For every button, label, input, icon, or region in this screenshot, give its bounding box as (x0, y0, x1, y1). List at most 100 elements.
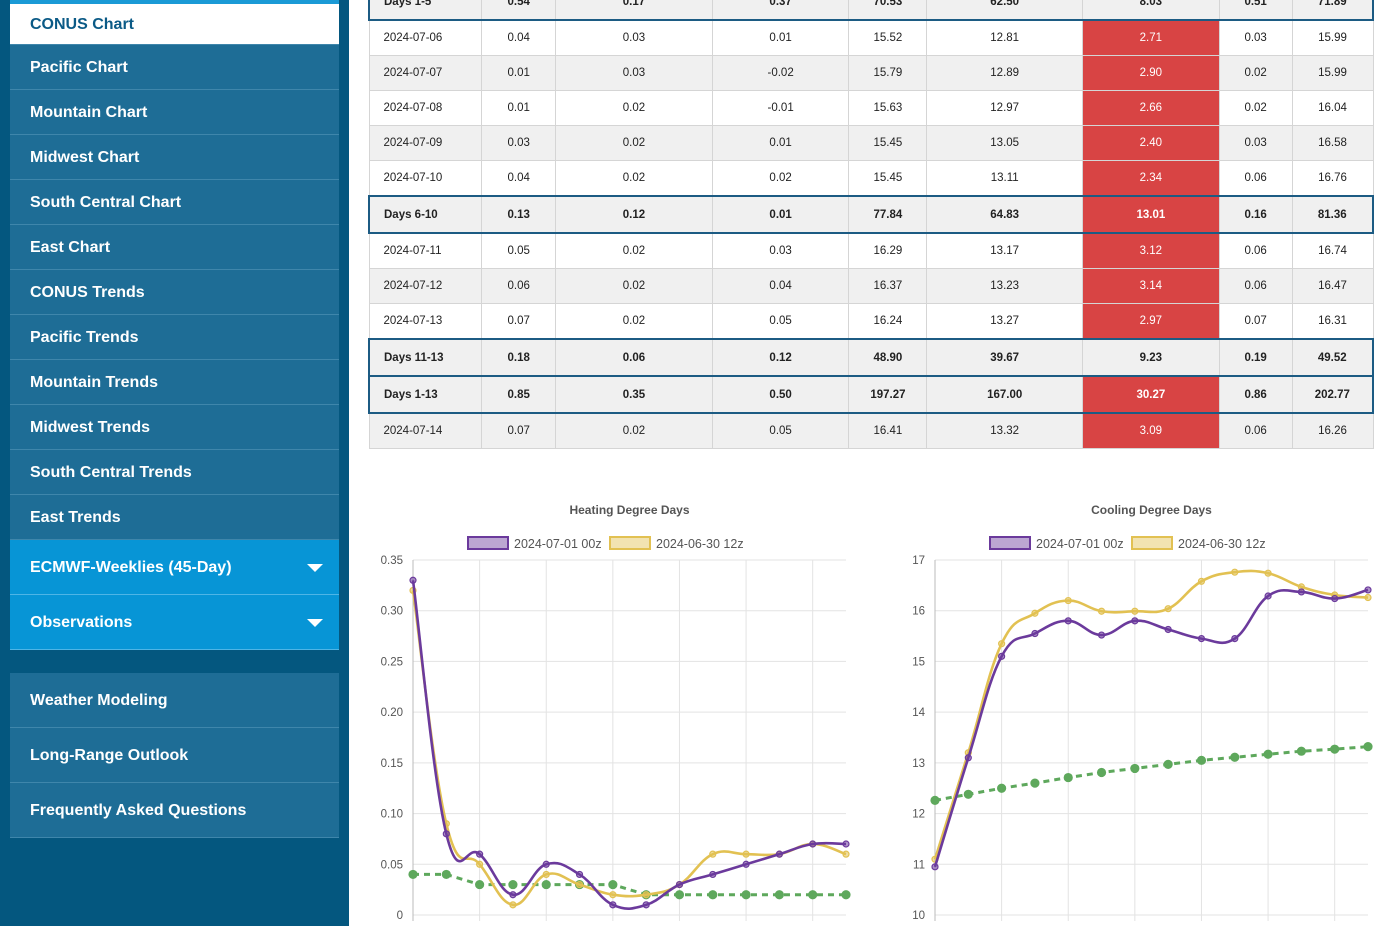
sidebar-item-pacific-trends[interactable]: Pacific Trends (10, 315, 339, 360)
data-point (675, 880, 684, 889)
table-cell: 0.51 (1218, 0, 1293, 21)
legend-label: 2024-07-01 00z (514, 537, 602, 551)
table-cell: 39.67 (926, 338, 1083, 377)
data-point (1297, 588, 1305, 596)
table-cell: -0.02 (711, 55, 850, 91)
sidebar-item-conus-trends[interactable]: CONUS Trends (10, 270, 339, 315)
row-label-cell: 2024-07-12 (368, 268, 483, 304)
table-row: 2024-07-08 0.01 0.02 -0.01 15.63 12.97 2.66 0.0… (368, 90, 1374, 126)
table-cell: 0.01 (711, 195, 850, 234)
sidebar-item-conus-chart[interactable]: CONUS Chart (10, 0, 339, 45)
data-point (1197, 577, 1206, 585)
y-tick-label: 0.30 (381, 606, 403, 618)
table-cell: 0.35 (555, 375, 713, 414)
data-point (841, 890, 851, 900)
sidebar: CONUS Chart Pacific Chart Mountain Chart… (0, 0, 349, 926)
legend-label: 2024-06-30 12z (656, 537, 744, 551)
data-point (1231, 568, 1239, 576)
data-point (809, 840, 817, 848)
table-cell: 2.34 (1082, 160, 1220, 197)
table-cell: 13.01 (1082, 195, 1220, 234)
data-point (842, 840, 850, 848)
table-cell: 0.17 (555, 0, 713, 21)
table-cell: 2.66 (1082, 90, 1220, 126)
data-point (1196, 755, 1207, 765)
sidebar-item-south-central-trends[interactable]: South Central Trends (10, 450, 339, 495)
table-cell: 13.11 (926, 160, 1083, 197)
table-cell: 0.03 (555, 55, 713, 91)
row-label-cell: 2024-07-06 (368, 19, 483, 56)
table-cell: 0.85 (481, 375, 557, 414)
data-point (1330, 744, 1340, 754)
table-cell: 0.06 (1218, 160, 1293, 197)
sidebar-item-faq[interactable]: Frequently Asked Questions (10, 783, 339, 838)
data-point (742, 860, 750, 868)
table-cell: 62.50 (926, 0, 1083, 21)
table-cell: 0.02 (1218, 90, 1293, 126)
sidebar-item-south-central-chart[interactable]: South Central Chart (10, 180, 339, 225)
summary-row: Days 6-10 0.13 0.12 0.01 77.84 64.83 13.01 0.16… (368, 195, 1374, 234)
table-cell: 0.03 (1218, 125, 1293, 161)
sidebar-item-pacific-chart[interactable]: Pacific Chart (10, 45, 339, 90)
data-point (408, 869, 418, 880)
table-cell: 15.99 (1291, 55, 1374, 91)
table-cell: 77.84 (848, 195, 928, 234)
table-cell: 3.14 (1082, 268, 1220, 304)
table-cell: 0.02 (555, 160, 713, 197)
row-label-cell: Days 6-10 (368, 195, 483, 234)
y-tick-label: 12 (912, 809, 925, 821)
row-label-cell: Days 11-13 (368, 338, 483, 377)
data-point (575, 870, 584, 879)
data-point (963, 789, 973, 799)
sidebar-item-mountain-trends[interactable]: Mountain Trends (10, 360, 339, 405)
table-cell: 16.29 (848, 232, 928, 269)
data-point (509, 901, 517, 909)
data-point (742, 850, 750, 858)
table-row: 2024-07-14 0.07 0.02 0.05 16.41 13.32 3.09 0.06… (368, 412, 1374, 449)
table-cell: 0.06 (1218, 268, 1293, 304)
y-tick-label: 11 (913, 859, 925, 871)
table-cell: 0.06 (1218, 232, 1293, 269)
sidebar-item-mountain-chart[interactable]: Mountain Chart (10, 90, 339, 135)
data-point (409, 576, 417, 584)
table-cell: 15.45 (848, 125, 928, 161)
sidebar-item-ecmwf-weeklies[interactable]: ECMWF-Weeklies (45-Day) (10, 540, 339, 595)
table-cell: 15.99 (1291, 19, 1374, 56)
data-point (842, 850, 850, 858)
table-cell: 15.79 (848, 55, 928, 91)
sidebar-item-midwest-trends[interactable]: Midwest Trends (10, 405, 339, 450)
sidebar-item-midwest-chart[interactable]: Midwest Chart (10, 135, 339, 180)
table-cell: 0.04 (481, 19, 557, 56)
y-tick-label: 16 (912, 606, 925, 618)
table-cell: 0.02 (555, 412, 713, 449)
data-point (508, 879, 518, 890)
sidebar-item-long-range-outlook[interactable]: Long-Range Outlook (10, 728, 339, 783)
series-line (413, 872, 846, 897)
chart-title: Cooling Degree Days (1091, 503, 1212, 517)
table-cell: 13.23 (926, 268, 1083, 304)
row-label-cell: 2024-07-09 (368, 125, 483, 161)
sidebar-item-observations[interactable]: Observations (10, 595, 339, 650)
sidebar-item-east-chart[interactable]: East Chart (10, 225, 339, 270)
data-point (1264, 592, 1272, 600)
table-cell: 0.03 (481, 125, 557, 161)
table-cell: 12.89 (926, 55, 1083, 91)
table-cell: 49.52 (1291, 338, 1374, 377)
data-point (442, 830, 450, 838)
sidebar-item-east-trends[interactable]: East Trends (10, 495, 339, 540)
table-cell: 0.02 (555, 90, 713, 126)
data-point (609, 891, 617, 899)
y-tick-label: 13 (912, 758, 925, 770)
data-point (1097, 607, 1106, 615)
data-point (1264, 569, 1272, 577)
data-point (542, 870, 550, 879)
table-cell: 16.74 (1291, 232, 1374, 269)
table-cell: 202.77 (1291, 375, 1374, 414)
table-cell: 16.41 (848, 412, 928, 449)
data-point (1097, 631, 1106, 639)
y-tick-label: 15 (912, 656, 925, 668)
table-cell: 0.03 (1218, 19, 1293, 56)
y-tick-label: 10 (912, 910, 925, 922)
sidebar-item-weather-modeling[interactable]: Weather Modeling (10, 673, 339, 728)
row-label-cell: 2024-07-14 (368, 412, 483, 449)
